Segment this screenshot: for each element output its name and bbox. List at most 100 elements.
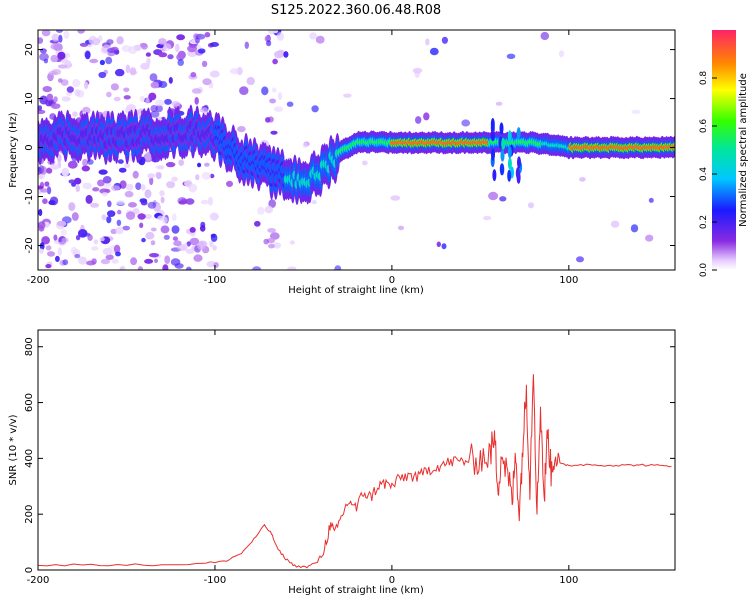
spectrogram-ytick-label: -10 <box>24 188 35 204</box>
spectrogram-speckle <box>48 200 56 206</box>
spectrogram-speckle <box>71 212 79 221</box>
spectrogram-speckle <box>149 73 158 82</box>
spectrogram-speckle <box>267 228 276 233</box>
spectrogram-speckle <box>189 237 200 246</box>
spectrogram-speckle <box>150 227 157 232</box>
spectrogram-speckle <box>425 38 430 46</box>
snr-ytick-label: 200 <box>24 505 35 524</box>
spectrogram-speckle <box>118 167 127 173</box>
spectrogram-speckle <box>79 42 89 47</box>
spectrogram-speckle <box>132 170 139 179</box>
spectrogram-speckle <box>194 97 199 105</box>
spectrogram-speckle <box>57 64 68 69</box>
spectrogram-speckle <box>139 222 144 229</box>
spectrogram-speckle <box>187 45 197 53</box>
spectrogram-speckle <box>176 34 186 41</box>
spectrogram-speckle <box>61 237 69 243</box>
spectrogram-speckle <box>645 234 654 242</box>
spectrogram-speckle <box>200 199 209 205</box>
spectrogram-speckle <box>144 213 153 220</box>
spectrogram-speckle <box>174 263 184 269</box>
spectrogram-speckle <box>264 205 274 214</box>
spectrogram-speckle <box>185 198 195 205</box>
spectrogram-speckle <box>212 245 217 251</box>
spectrogram-speckle <box>126 104 136 111</box>
spectrogram-speckle <box>102 176 112 184</box>
spectrogram-speckle <box>125 183 134 191</box>
spectrogram-speckle <box>61 96 71 102</box>
spectrogram-speckle <box>105 56 113 65</box>
snr-ytick-label: 600 <box>24 393 35 412</box>
spectrogram-speckle <box>165 161 176 168</box>
spectrogram-speckle <box>269 98 276 104</box>
spectrogram-speckle <box>208 196 213 206</box>
spectrogram-speckle <box>58 34 63 43</box>
spectrogram-speckle <box>63 30 70 39</box>
spectrogram-speckle <box>155 172 162 180</box>
spectrogram-speckle <box>149 110 160 118</box>
spectrogram-speckle <box>576 256 584 263</box>
spectrogram-speckle <box>429 47 439 56</box>
spectrogram-speckle <box>123 162 131 169</box>
spectrogram-speckle <box>186 241 191 247</box>
spectrogram-speckle <box>268 199 277 209</box>
spectrogram-speckle <box>239 86 249 95</box>
spectrogram-speckle <box>184 179 193 188</box>
spectrogram-speckle <box>38 221 46 229</box>
spectrogram-speckle <box>91 258 97 265</box>
spectrogram-speckle <box>160 196 165 204</box>
spectrogram-speckle <box>270 130 278 135</box>
spectrogram-speckle <box>101 214 107 221</box>
spectrogram-speckle <box>415 116 422 124</box>
spectrogram-speckle <box>51 33 60 42</box>
snr-xtick-label: 100 <box>559 575 578 586</box>
spectrogram-speckle <box>60 79 69 86</box>
spectrogram-speckle <box>98 71 107 79</box>
spectrogram-speckle <box>38 105 43 111</box>
spectrogram-speckle <box>116 36 124 45</box>
spectrogram-speckle <box>171 225 180 234</box>
spectrogram-speckle <box>117 209 122 215</box>
spectrogram-speckle <box>226 180 233 187</box>
colorbar-tick-label: 0.4 <box>699 167 709 182</box>
spectrogram-speckle <box>107 210 116 218</box>
colorbar-label: Normalized spectral amplitude <box>738 73 749 227</box>
spectrogram-speckle <box>158 38 167 45</box>
spectrogram-speckle <box>183 243 188 252</box>
spectrogram-speckle <box>488 191 499 201</box>
spectrogram-speckle <box>461 119 471 127</box>
spectrogram-speckle <box>55 255 60 262</box>
spectrogram-speckle <box>164 255 171 264</box>
spectrogram-xtick-label: -200 <box>27 275 50 286</box>
spectrogram-speckle <box>78 256 87 265</box>
spectrogram-speckle <box>114 68 125 77</box>
spectrogram-speckle <box>177 50 186 60</box>
spectrogram-speckle <box>45 264 52 269</box>
spectrogram-streak <box>507 169 512 182</box>
spectrogram-speckle <box>97 179 105 187</box>
spectrogram-speckle <box>579 177 586 182</box>
spectrogram-speckle <box>45 245 52 251</box>
spectrogram-speckle <box>441 36 448 44</box>
spectrogram-speckle <box>343 93 352 98</box>
spectrogram-speckle <box>47 251 55 257</box>
spectrogram-streak <box>492 169 497 182</box>
spectrogram-speckle <box>38 109 46 114</box>
spectrogram-speckle <box>102 247 113 256</box>
spectrogram-speckle <box>62 259 69 266</box>
spectrogram-speckle <box>148 92 157 101</box>
figure-title: S125.2022.360.06.48.R08 <box>271 3 441 18</box>
spectrogram-speckle <box>119 266 125 270</box>
spectrogram-speckle <box>213 262 219 268</box>
spectrogram-speckle <box>157 165 165 170</box>
spectrogram-streak <box>507 157 512 170</box>
spectrogram-speckle <box>123 87 130 93</box>
spectrogram-speckle <box>117 159 124 164</box>
spectrogram-speckle <box>436 241 441 248</box>
spectrogram-speckle <box>272 58 278 65</box>
spectrogram-speckle <box>197 162 202 168</box>
spectrogram-speckle <box>38 37 44 44</box>
spectrogram-speckle <box>149 176 154 186</box>
spectrogram-speckle <box>630 224 639 233</box>
